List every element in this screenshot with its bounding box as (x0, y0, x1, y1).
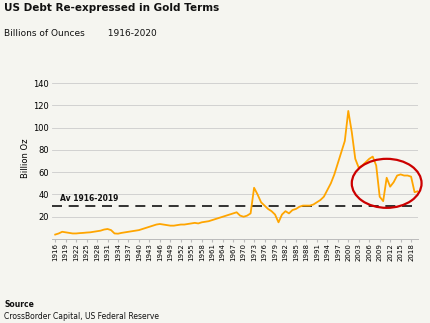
Text: CrossBorder Capital, US Federal Reserve: CrossBorder Capital, US Federal Reserve (4, 312, 159, 321)
Text: Billions of Ounces        1916-2020: Billions of Ounces 1916-2020 (4, 29, 157, 38)
Text: Av 1916-2019: Av 1916-2019 (60, 194, 119, 203)
Text: US Debt Re-expressed in Gold Terms: US Debt Re-expressed in Gold Terms (4, 3, 219, 13)
Y-axis label: Billion Oz: Billion Oz (22, 139, 31, 178)
Text: Source: Source (4, 300, 34, 309)
